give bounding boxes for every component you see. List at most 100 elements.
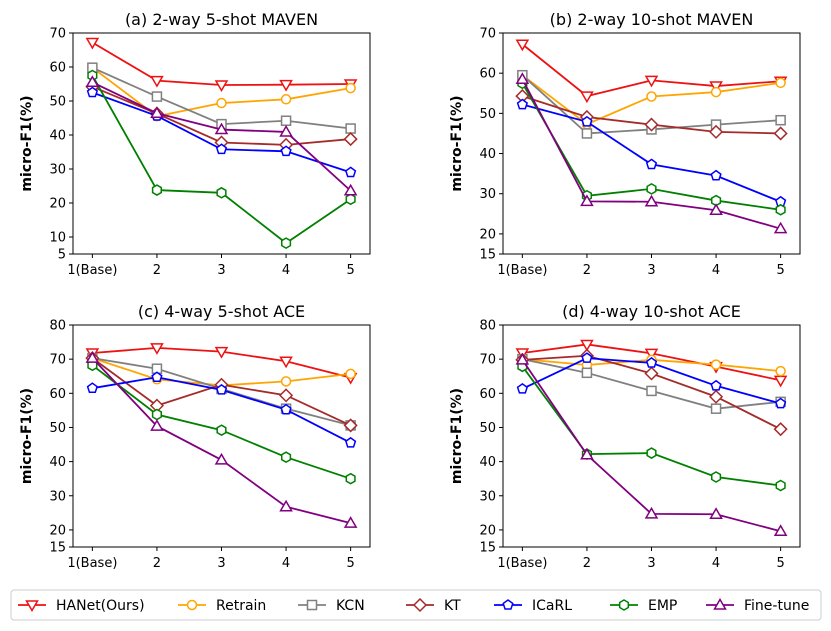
panel-b-series-hanet-ours-point xyxy=(709,81,723,94)
panel-a-series-emp-point xyxy=(151,184,163,196)
panel-c-series-fine-tune-point xyxy=(279,499,293,512)
panel-d-xtick-label: 2 xyxy=(583,556,591,571)
panel-d-series-retrain-point xyxy=(775,365,786,377)
panel-b-ytick-label: 30 xyxy=(479,187,496,202)
legend-label: Fine-tune xyxy=(744,598,809,614)
panel-d-series-fine-tune-point xyxy=(773,524,788,537)
panel-d-series-retrain-point xyxy=(710,359,722,370)
panel-a-series-fine-tune-point xyxy=(150,106,164,118)
panel-a-ytick-label: 70 xyxy=(49,27,66,42)
panel-b-series-fine-tune xyxy=(515,72,788,234)
panel-d-series-fine-tune-point xyxy=(580,447,594,460)
panel-b-ytick-label: 40 xyxy=(479,147,496,162)
panel-d-ytick-label: 50 xyxy=(479,421,496,436)
panel-b-series-fine-tune-point xyxy=(515,72,530,84)
panel-d-ytick-label: 60 xyxy=(479,387,496,402)
panel-c-series-icarl-point xyxy=(151,371,163,383)
panel-d-series-fine-tune-point xyxy=(709,507,723,519)
panel-a-ytick-label: 60 xyxy=(49,61,66,76)
panel-a-ytick-label: 40 xyxy=(49,129,66,144)
panel-a-series-emp-point xyxy=(280,237,292,249)
panel-b-series-kt-point xyxy=(773,126,788,141)
panel-a-ytick-label: 50 xyxy=(49,95,66,110)
panel-c-ytick-label: 60 xyxy=(49,387,66,402)
panel-c-series-emp-point xyxy=(345,472,356,485)
legend-label: KCN xyxy=(336,598,365,614)
panel-c-series-fine-tune-point xyxy=(150,419,164,431)
panel-b-xtick-label: 1(Base) xyxy=(497,263,547,278)
panel-b-series-kcn-point xyxy=(581,128,593,139)
panel-b-series-hanet-ours-point xyxy=(515,39,530,52)
panel-a-series-fine-tune-point xyxy=(85,75,100,88)
legend-marker xyxy=(618,599,630,611)
panel-b-xtick-label: 2 xyxy=(583,263,591,278)
panel-b-ytick-label: 50 xyxy=(479,107,496,122)
panel-a-series-hanet-ours-point xyxy=(150,75,164,88)
legend-entry-retrain: Retrain xyxy=(178,598,266,614)
panel-c-series-retrain-point xyxy=(280,376,292,387)
panel-c-xtick-label: 4 xyxy=(282,556,290,571)
panel-d-series-emp-point xyxy=(646,447,657,459)
panel-d-ytick-label: 30 xyxy=(479,489,496,504)
panel-a-series-retrain-point xyxy=(216,97,227,109)
panel-c-series-emp-point xyxy=(216,424,227,437)
panel-b-series-fine-tune-point xyxy=(709,203,723,215)
panel-d-series-hanet-ours-point xyxy=(644,348,659,361)
panel-c-ytick-label: 20 xyxy=(49,523,66,538)
panel-a-series-icarl-point xyxy=(86,86,99,98)
panel-d-series-kcn-point xyxy=(710,403,722,414)
panel-c-series-icarl-point xyxy=(344,436,357,448)
panel-c-series-icarl-point xyxy=(280,403,292,415)
panel-d-series-emp-point xyxy=(775,479,786,492)
legend-marker xyxy=(502,599,514,610)
panel-c-series-fine-tune-point xyxy=(343,516,358,528)
panel-d-xtick-label: 3 xyxy=(647,556,655,571)
panel-a-series-retrain-point xyxy=(280,94,292,105)
panel-a-xtick-label: 4 xyxy=(282,263,290,278)
panel-c-series-kt-point xyxy=(279,388,294,403)
panel-c-series-hanet-ours-point xyxy=(150,343,164,355)
panel-d-title: (d) 4-way 10-shot ACE xyxy=(562,302,741,321)
panel-b-series-fine-tune-point xyxy=(773,221,788,234)
panel-a-xtick-label: 1(Base) xyxy=(67,263,117,278)
panel-b-series-icarl-point xyxy=(581,115,593,127)
panel-d-ytick-label: 15 xyxy=(479,541,496,556)
panel-a-series-fine-tune-point xyxy=(343,183,358,196)
legend-entry-icarl: ICaRL xyxy=(494,598,572,614)
panel-c-xtick-label: 5 xyxy=(346,556,354,571)
panel-c-xtick-label: 3 xyxy=(217,556,225,571)
panel-b-series-hanet-ours-point xyxy=(580,91,594,104)
panel-c-series-kt-point xyxy=(343,418,358,433)
panel-c-series-retrain-point xyxy=(345,368,356,380)
panel-d-series-icarl-point xyxy=(774,397,787,409)
panel-c-series-fine-tune-point xyxy=(85,351,100,363)
panel-a-series-fine-tune-point xyxy=(214,122,229,135)
panel-c-ytick-label: 70 xyxy=(49,353,66,368)
panel-c-series-emp-point xyxy=(151,408,163,421)
panel-a-ylabel: micro-F1(%) xyxy=(19,95,35,191)
legend-entry-hanet-ours: HANet(Ours) xyxy=(18,598,145,614)
panel-d-ytick-label: 40 xyxy=(479,455,496,470)
panel-b-series-icarl-point xyxy=(645,158,658,170)
panel-c-ytick-label: 30 xyxy=(49,489,66,504)
panel-b-series-icarl-point xyxy=(516,98,529,110)
panel-d-series-fine-tune-point xyxy=(515,352,530,365)
panel-b-series-retrain-point xyxy=(710,86,722,98)
panel-b-xtick-label: 3 xyxy=(647,263,655,278)
panel-a-series-icarl-point xyxy=(215,143,228,155)
panel-a-ytick-label: 5 xyxy=(58,248,66,263)
panel-b-series-hanet-ours xyxy=(515,39,788,104)
panel-d-series-icarl-point xyxy=(581,352,593,363)
panel-d-series-kcn-point xyxy=(646,385,657,397)
panel-c-ytick-label: 40 xyxy=(49,455,66,470)
panel-d-ytick-label: 70 xyxy=(479,353,496,368)
panel-d-series-fine-tune-point xyxy=(644,506,659,519)
panel-d-series-kt-point xyxy=(644,366,659,381)
panel-c-series-hanet-ours-point xyxy=(214,346,229,359)
panel-b-series-kcn-point xyxy=(775,114,786,126)
panel-d-series-emp-point xyxy=(710,471,722,483)
panel-b-series-icarl xyxy=(516,98,787,207)
panel-a-title: (a) 2-way 5-shot MAVEN xyxy=(125,10,318,29)
panel-b-ytick-label: 70 xyxy=(479,27,496,42)
